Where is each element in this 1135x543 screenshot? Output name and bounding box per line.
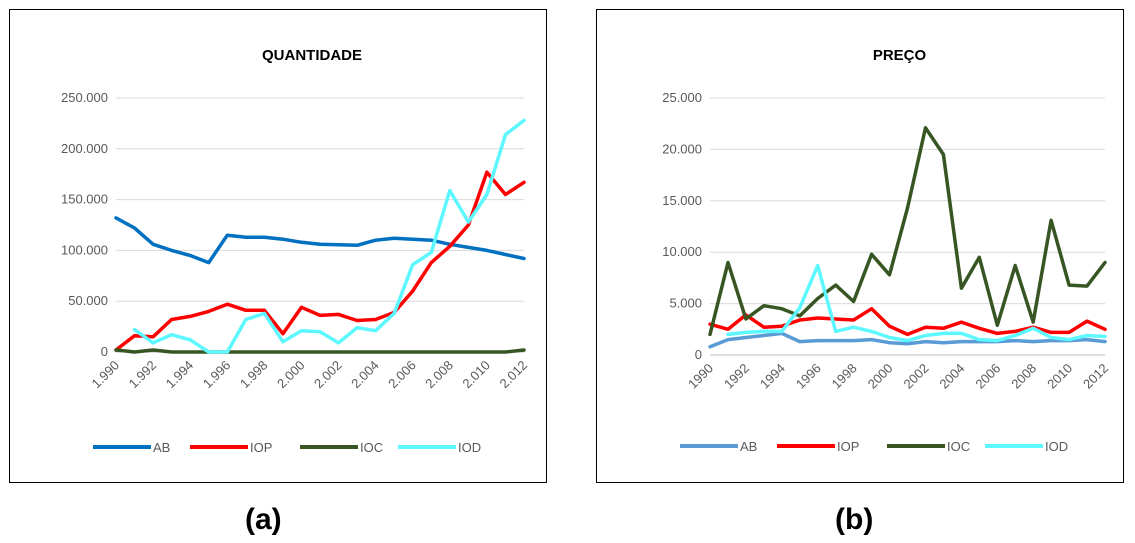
series-line-iop [114, 170, 526, 352]
series-line-ioc [114, 348, 526, 354]
x-tick-label: 1998 [829, 361, 860, 392]
legend-label-ab: AB [153, 440, 170, 455]
legend-label-ab: AB [740, 439, 757, 454]
series-line-ab [114, 216, 526, 265]
x-tick-label: 1.990 [89, 358, 123, 392]
x-tick-label: 2000 [865, 361, 896, 392]
legend-label-ioc: IOC [360, 440, 383, 455]
x-tick-label: 2.012 [497, 358, 531, 392]
y-tick-label: 15.000 [662, 193, 702, 208]
x-tick-label: 1.992 [126, 358, 160, 392]
y-tick-label: 20.000 [662, 141, 702, 156]
x-tick-label: 1990 [685, 361, 716, 392]
legend-label-ioc: IOC [947, 439, 970, 454]
x-tick-label: 1.998 [237, 358, 271, 392]
x-tick-label: 2.006 [385, 358, 419, 392]
caption-b: (b) [835, 503, 874, 536]
x-tick-label: 2.002 [311, 358, 345, 392]
x-tick-label: 2006 [972, 361, 1003, 392]
x-tick-label: 1.994 [163, 358, 197, 392]
chart-panel-quantidade: QUANTIDADE 0 50.000 100.000 150.000 200.000 25… [9, 9, 547, 483]
x-tick-label: 2.000 [274, 358, 308, 392]
y-tick-label: 25.000 [662, 90, 702, 105]
x-tick-label: 2012 [1080, 361, 1111, 392]
y-tick-label: 0 [695, 347, 702, 362]
x-tick-label: 1994 [757, 361, 788, 392]
chart-quantidade: QUANTIDADE 0 50.000 100.000 150.000 200.000 25… [61, 47, 531, 455]
y-tick-label: 10.000 [662, 244, 702, 259]
x-tick-label: 2.008 [422, 358, 456, 392]
chart-title: PREÇO [873, 47, 927, 64]
series-line-iop [708, 306, 1107, 337]
x-tick-label: 2004 [936, 361, 967, 392]
x-tick-label: 1996 [793, 361, 824, 392]
x-tick-label: 2.010 [459, 358, 493, 392]
x-tick-label: 2.004 [348, 358, 382, 392]
x-tick-label: 1992 [721, 361, 752, 392]
x-tick-label: 1.996 [200, 358, 234, 392]
y-tick-label: 100.000 [61, 242, 108, 257]
series-line-ioc [708, 126, 1107, 337]
y-tick-label: 50.000 [68, 293, 108, 308]
legend-label-iod: IOD [458, 440, 481, 455]
legend-label-iop: IOP [837, 439, 859, 454]
caption-a: (a) [245, 503, 282, 536]
series-line-ab [708, 331, 1107, 349]
y-tick-label: 5.000 [669, 296, 702, 311]
y-tick-label: 0 [101, 344, 108, 359]
chart-title: QUANTIDADE [262, 47, 362, 64]
legend-label-iop: IOP [250, 440, 272, 455]
chart-panel-preco: PREÇO 0 5.000 10.000 15.000 20.000 25.000 1990 1… [596, 9, 1124, 483]
x-tick-label: 2002 [901, 361, 932, 392]
y-tick-label: 150.000 [61, 192, 108, 207]
legend-label-iod: IOD [1045, 439, 1068, 454]
y-tick-label: 250.000 [61, 90, 108, 105]
series-line-iod [132, 118, 526, 354]
series-line-iod [726, 263, 1107, 343]
x-tick-label: 2010 [1044, 361, 1075, 392]
y-tick-label: 200.000 [61, 141, 108, 156]
x-tick-label: 2008 [1008, 361, 1039, 392]
